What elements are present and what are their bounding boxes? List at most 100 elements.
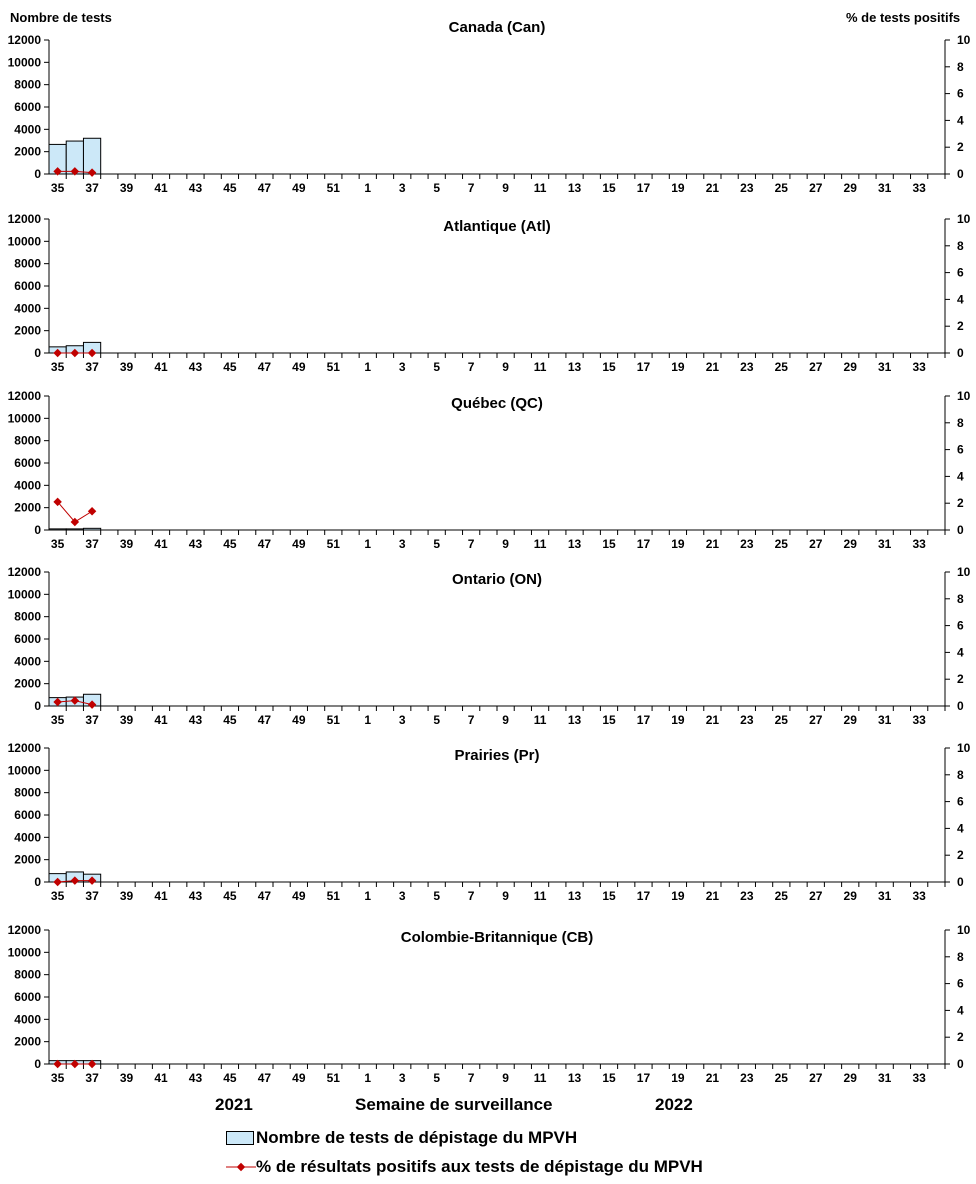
x-tick-label: 51	[327, 889, 341, 903]
y-left-tick-label: 0	[34, 1057, 41, 1071]
x-tick-label: 41	[154, 889, 168, 903]
x-tick-label: 1	[364, 713, 371, 727]
y-left-tick-label: 2000	[14, 145, 41, 159]
x-tick-label: 37	[85, 360, 99, 374]
x-tick-label: 51	[327, 1071, 341, 1085]
x-tick-label: 23	[740, 360, 754, 374]
x-tick-label: 35	[51, 360, 65, 374]
y-right-tick-label: 8	[957, 416, 964, 430]
y-left-tick-label: 2000	[14, 1035, 41, 1049]
x-tick-label: 43	[189, 1071, 203, 1085]
legend-line-swatch	[226, 1162, 256, 1172]
x-tick-label: 13	[568, 713, 582, 727]
x-tick-label: 29	[844, 889, 858, 903]
x-tick-label: 41	[154, 537, 168, 551]
y-right-tick-label: 6	[957, 443, 964, 457]
pct-point	[87, 348, 97, 358]
x-tick-label: 1	[364, 889, 371, 903]
x-tick-label: 5	[433, 1071, 440, 1085]
x-tick-label: 35	[51, 713, 65, 727]
x-tick-label: 7	[468, 889, 475, 903]
y-left-label: Nombre de tests	[10, 10, 112, 25]
pct-point	[53, 348, 62, 358]
x-tick-label: 3	[399, 181, 406, 195]
y-left-tick-label: 12000	[8, 212, 42, 226]
x-tick-label: 35	[51, 181, 65, 195]
x-tick-label: 43	[189, 713, 203, 727]
x-tick-label: 21	[706, 889, 720, 903]
y-right-tick-label: 8	[957, 768, 964, 782]
x-tick-label: 33	[912, 1071, 926, 1085]
x-tick-label: 11	[534, 889, 547, 903]
y-right-tick-label: 4	[957, 821, 964, 835]
x-tick-label: 17	[637, 537, 651, 551]
x-tick-label: 45	[223, 181, 237, 195]
y-left-tick-label: 8000	[14, 434, 41, 448]
x-tick-label: 19	[671, 537, 685, 551]
x-tick-label: 7	[468, 181, 475, 195]
x-tick-label: 9	[502, 889, 509, 903]
x-tick-label: 45	[223, 360, 237, 374]
x-tick-label: 1	[364, 181, 371, 195]
y-right-tick-label: 0	[957, 875, 964, 889]
y-right-tick-label: 8	[957, 60, 964, 74]
x-tick-label: 27	[809, 360, 823, 374]
x-tick-label: 33	[912, 713, 926, 727]
y-right-tick-label: 4	[957, 645, 964, 659]
panel-title: Québec (QC)	[451, 395, 543, 412]
y-left-tick-label: 8000	[14, 78, 41, 92]
y-left-tick-label: 0	[34, 346, 41, 360]
x-tick-label: 23	[740, 889, 754, 903]
x-tick-label: 45	[223, 537, 237, 551]
y-right-tick-label: 4	[957, 469, 964, 483]
x-tick-label: 41	[154, 360, 168, 374]
y-left-tick-label: 4000	[14, 1012, 41, 1026]
x-tick-label: 37	[85, 537, 99, 551]
x-tick-label: 27	[809, 713, 823, 727]
x-tick-label: 49	[292, 181, 306, 195]
x-tick-label: 31	[878, 537, 892, 551]
x-tick-label: 9	[502, 537, 509, 551]
x-tick-label: 11	[534, 713, 547, 727]
y-left-tick-label: 8000	[14, 786, 41, 800]
x-tick-label: 23	[740, 1071, 754, 1085]
y-right-tick-label: 2	[957, 140, 964, 154]
x-tick-label: 5	[433, 360, 440, 374]
y-left-tick-label: 2000	[14, 853, 41, 867]
y-left-tick-label: 8000	[14, 968, 41, 982]
x-tick-label: 47	[258, 181, 272, 195]
x-tick-label: 21	[706, 181, 720, 195]
x-tick-label: 31	[878, 360, 892, 374]
x-tick-label: 29	[844, 181, 858, 195]
pct-point	[70, 167, 80, 176]
x-tick-label: 3	[399, 537, 406, 551]
x-tick-label: 5	[433, 889, 440, 903]
y-left-tick-label: 0	[34, 523, 41, 537]
legend-tests: Nombre de tests de dépistage du MPVH	[226, 1128, 577, 1148]
x-tick-label: 13	[568, 1071, 582, 1085]
y-right-tick-label: 4	[957, 1003, 964, 1017]
x-tick-label: 15	[602, 1071, 616, 1085]
legend-pct: % de résultats positifs aux tests de dép…	[226, 1157, 703, 1177]
y-right-tick-label: 2	[957, 319, 964, 333]
x-tick-label: 7	[468, 537, 475, 551]
x-tick-label: 9	[502, 713, 509, 727]
y-right-tick-label: 6	[957, 266, 964, 280]
x-tick-label: 25	[775, 360, 789, 374]
x-tick-label: 49	[292, 889, 306, 903]
year-label-2021: 2021	[215, 1095, 253, 1114]
x-tick-label: 37	[85, 713, 99, 727]
x-tick-label: 19	[671, 1071, 685, 1085]
x-tick-label: 31	[878, 1071, 892, 1085]
x-tick-label: 5	[433, 181, 440, 195]
x-tick-label: 39	[120, 360, 134, 374]
x-tick-label: 33	[912, 360, 926, 374]
y-left-tick-label: 10000	[8, 411, 42, 425]
x-tick-label: 15	[602, 181, 616, 195]
x-tick-label: 5	[433, 537, 440, 551]
y-right-tick-label: 2	[957, 1030, 964, 1044]
y-right-tick-label: 8	[957, 950, 964, 964]
x-tick-label: 13	[568, 537, 582, 551]
